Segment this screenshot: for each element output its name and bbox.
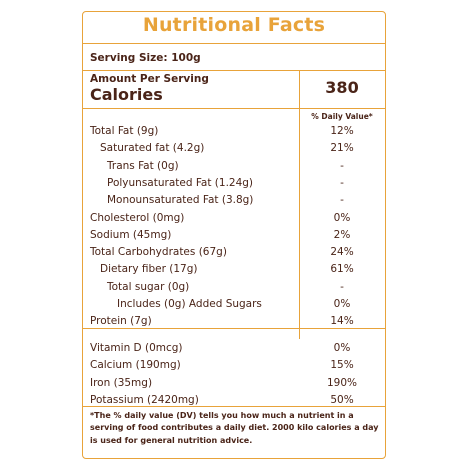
nutrient-daily-value: 21% bbox=[330, 142, 354, 155]
mineral-row: Iron (35mg) 190% bbox=[83, 377, 385, 393]
nutrition-facts-panel: Nutritional Facts Serving Size: 100g Amo… bbox=[82, 11, 386, 459]
serving-size: Serving Size: 100g bbox=[90, 52, 201, 64]
nutrient-label: Monounsaturated Fat (3.8g) bbox=[107, 194, 254, 207]
nutrient-row: Protein (7g) 14% bbox=[83, 315, 385, 331]
nutrient-label: Saturated fat (4.2g) bbox=[100, 142, 205, 155]
nutrient-daily-value: 24% bbox=[330, 246, 354, 259]
nutrient-row: Saturated fat (4.2g) 21% bbox=[83, 142, 385, 158]
mineral-daily-value: 190% bbox=[326, 376, 358, 389]
divider bbox=[83, 70, 385, 71]
nutrient-daily-value: - bbox=[340, 194, 344, 207]
mineral-row: Calcium (190mg) 15% bbox=[83, 359, 385, 375]
mineral-daily-value: 0% bbox=[333, 342, 351, 354]
divider bbox=[83, 43, 385, 44]
nutrient-daily-value: 0% bbox=[333, 298, 351, 310]
mineral-label: Calcium (190mg) bbox=[90, 359, 181, 372]
nutrient-label: Sodium (45mg) bbox=[90, 228, 172, 241]
amount-per-serving: Amount Per Serving bbox=[90, 73, 209, 85]
nutrient-daily-value: - bbox=[340, 176, 344, 189]
nutrient-daily-value: - bbox=[340, 280, 344, 293]
nutrient-label: Protein (7g) bbox=[90, 315, 152, 328]
nutrient-label: Total Carbohydrates (67g) bbox=[90, 246, 227, 259]
nutrient-label: Includes (0g) Added Sugars bbox=[117, 298, 262, 310]
nutrient-daily-value: 0% bbox=[333, 211, 351, 224]
mineral-daily-value: 15% bbox=[330, 359, 354, 372]
nutrient-row: Includes (0g) Added Sugars 0% bbox=[83, 298, 385, 314]
divider bbox=[83, 108, 385, 109]
divider bbox=[83, 406, 385, 407]
mineral-daily-value: 50% bbox=[330, 393, 354, 406]
mineral-label: Potassium (2420mg) bbox=[90, 393, 199, 406]
nutrient-row: Monounsaturated Fat (3.8g) - bbox=[83, 194, 385, 210]
nutrient-row: Total sugar (0g) - bbox=[83, 281, 385, 297]
nutrient-row: Total Fat (9g) 12% bbox=[83, 125, 385, 141]
divider bbox=[83, 328, 385, 329]
nutrient-label: Polyunsaturated Fat (1.24g) bbox=[107, 176, 254, 189]
mineral-row: Vitamin D (0mcg) 0% bbox=[83, 342, 385, 358]
nutrient-daily-value: 61% bbox=[330, 263, 354, 276]
calories-value: 380 bbox=[325, 78, 359, 97]
nutrient-label: Total Fat (9g) bbox=[90, 125, 159, 137]
daily-value-header: % Daily Value* bbox=[311, 112, 373, 121]
calories-label: Calories bbox=[90, 85, 163, 104]
footnote: *The % daily value (DV) tells you how mu… bbox=[90, 411, 379, 445]
nutrient-daily-value: 12% bbox=[330, 125, 354, 137]
nutrient-daily-value: - bbox=[340, 159, 344, 172]
nutrient-row: Trans Fat (0g) - bbox=[83, 160, 385, 176]
nutrient-label: Total sugar (0g) bbox=[107, 280, 190, 293]
mineral-label: Vitamin D (0mcg) bbox=[90, 342, 183, 354]
mineral-label: Iron (35mg) bbox=[90, 376, 153, 389]
nutrient-row: Cholesterol (0mg) 0% bbox=[83, 212, 385, 228]
column-divider bbox=[299, 71, 300, 339]
panel-title: Nutritional Facts bbox=[142, 14, 326, 36]
nutrient-label: Cholesterol (0mg) bbox=[90, 211, 185, 224]
nutrient-label: Dietary fiber (17g) bbox=[100, 263, 198, 276]
nutrient-row: Total Carbohydrates (67g) 24% bbox=[83, 246, 385, 262]
nutrient-daily-value: 2% bbox=[333, 228, 351, 241]
nutrient-daily-value: 14% bbox=[330, 315, 354, 328]
mineral-row: Potassium (2420mg) 50% bbox=[83, 394, 385, 410]
nutrient-label: Trans Fat (0g) bbox=[107, 159, 179, 172]
nutrient-row: Polyunsaturated Fat (1.24g) - bbox=[83, 177, 385, 193]
nutrient-row: Dietary fiber (17g) 61% bbox=[83, 263, 385, 279]
nutrient-row: Sodium (45mg) 2% bbox=[83, 229, 385, 245]
